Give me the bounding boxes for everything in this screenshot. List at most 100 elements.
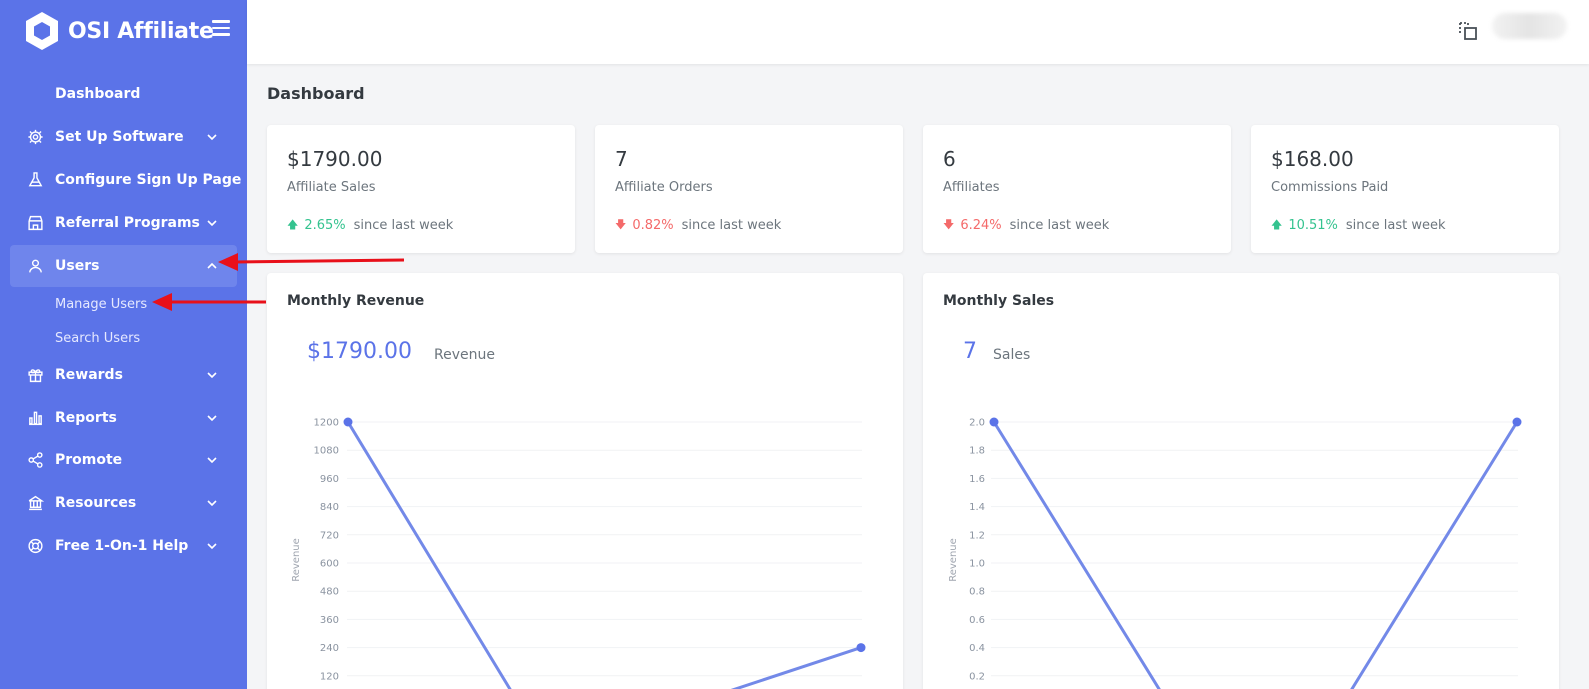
sidebar-item-set-up-software[interactable]: Set Up Software [10, 116, 237, 158]
stat-change-since: since last week [353, 218, 454, 233]
y-tick-label: 1080 [314, 446, 339, 457]
y-tick-label: 960 [320, 474, 339, 485]
hexagon-logo-icon [26, 12, 58, 50]
sidebar-item-label: Rewards [55, 367, 123, 383]
stat-card-commissions-paid: $168.00 Commissions Paid 🡅 10.51% since … [1251, 125, 1559, 253]
arrow-down-icon: 🡇 [615, 218, 627, 231]
lifebuoy-icon [27, 538, 44, 555]
stat-change: 🡅 10.51% since last week [1271, 216, 1446, 235]
chart-title: Monthly Revenue [287, 293, 425, 309]
chevron-down-icon [207, 457, 217, 464]
sidebar-item-label: Referral Programs [55, 215, 200, 231]
stat-value: $1790.00 [287, 147, 383, 171]
data-point[interactable] [343, 417, 353, 427]
series-line [346, 421, 862, 689]
gift-icon [27, 367, 44, 384]
series-line [992, 421, 1519, 689]
sidebar-item-label: Resources [55, 495, 137, 511]
y-tick-label: 0.2 [969, 671, 985, 682]
stat-card-affiliates: 6 Affiliates 🡇 6.24% since last week [923, 125, 1231, 253]
sidebar-item-label: Promote [55, 452, 123, 468]
sidebar-subitem-manage-users[interactable]: Manage Users [55, 297, 148, 312]
y-tick-label: 720 [320, 530, 339, 541]
stat-change-percent: 10.51% [1288, 218, 1338, 233]
y-tick-label: 0.6 [969, 615, 985, 626]
page-title: Dashboard [267, 84, 365, 103]
store-icon [27, 215, 44, 232]
chevron-up-icon [207, 262, 217, 269]
y-tick-label: 0.4 [969, 643, 985, 654]
monthly-revenue-card: Monthly Revenue $1790.00 Revenue 1200 108… [267, 273, 903, 689]
chart-big-value: 7 [963, 339, 977, 364]
stat-change-since: since last week [1345, 218, 1446, 233]
y-tick-label: 120 [320, 671, 339, 682]
chevron-down-icon [207, 134, 217, 141]
chevron-down-icon [207, 415, 217, 422]
stat-change-percent: 6.24% [960, 218, 1002, 233]
fullscreen-icon[interactable] [1457, 20, 1479, 42]
user-profile-menu[interactable] [1492, 13, 1567, 39]
sidebar-item-promote[interactable]: Promote [10, 439, 237, 481]
y-axis-title: Revenue [291, 538, 302, 582]
revenue-line-chart: 1200 1080 960 840 720 600 480 360 240 120 Revenue [291, 417, 866, 689]
y-tick-label: 240 [320, 643, 339, 654]
data-point[interactable] [856, 643, 866, 653]
flask-icon [27, 172, 44, 189]
stat-change-since: since last week [681, 218, 782, 233]
sidebar-item-resources[interactable]: Resources [10, 482, 237, 524]
chevron-down-icon [207, 220, 217, 227]
sidebar-item-label: Set Up Software [55, 129, 184, 145]
y-tick-label: 480 [320, 587, 339, 598]
sales-line-chart: 2.0 1.8 1.6 1.4 1.2 1.0 0.8 0.6 0.4 0.2 Revenue [948, 417, 1522, 689]
y-tick-label: 0.8 [969, 587, 985, 598]
y-tick-label: 2.0 [969, 418, 985, 429]
y-axis-title: Revenue [948, 538, 959, 582]
stat-value: $168.00 [1271, 147, 1354, 171]
chevron-down-icon [207, 500, 217, 507]
sidebar-item-label: Free 1-On-1 Help [55, 538, 189, 554]
sidebar-item-label: Users [55, 258, 100, 274]
data-point[interactable] [1512, 417, 1522, 427]
chart-big-value: $1790.00 [307, 339, 412, 364]
stat-change-percent: 0.82% [632, 218, 674, 233]
sidebar-item-referral-programs[interactable]: Referral Programs [10, 202, 237, 244]
sidebar-item-label: Configure Sign Up Page [55, 172, 242, 188]
chevron-down-icon [207, 543, 217, 550]
brand-name: OSI Affiliate [68, 18, 214, 44]
bar-chart-icon [27, 410, 44, 427]
sidebar-subitem-search-users[interactable]: Search Users [55, 331, 141, 346]
arrow-up-icon: 🡅 [1271, 218, 1283, 231]
stat-value: 7 [615, 147, 628, 171]
sidebar-item-configure-sign-up-page[interactable]: Configure Sign Up Page [10, 159, 241, 201]
bank-icon [27, 495, 44, 512]
arrow-down-icon: 🡇 [943, 218, 955, 231]
sidebar-item-users[interactable]: Users [10, 245, 237, 287]
share-icon [27, 452, 44, 469]
menu-toggle-icon[interactable] [212, 20, 230, 36]
chevron-down-icon [207, 372, 217, 379]
sidebar-item-dashboard[interactable]: Dashboard [10, 73, 237, 115]
stat-card-affiliate-orders: 7 Affiliate Orders 🡇 0.82% since last we… [595, 125, 903, 253]
stat-card-affiliate-sales: $1790.00 Affiliate Sales 🡅 2.65% since l… [267, 125, 575, 253]
y-tick-label: 1.6 [969, 474, 985, 485]
stat-value: 6 [943, 147, 956, 171]
sidebar-item-rewards[interactable]: Rewards [10, 354, 237, 396]
sidebar-item-reports[interactable]: Reports [10, 397, 237, 439]
user-icon [27, 258, 44, 275]
stat-label: Affiliates [943, 180, 1000, 195]
stat-label: Commissions Paid [1271, 180, 1389, 195]
data-point[interactable] [989, 417, 999, 427]
topbar [247, 0, 1589, 64]
stat-change-percent: 2.65% [304, 218, 346, 233]
y-tick-label: 1.4 [969, 502, 985, 513]
brand-logo-link[interactable]: OSI Affiliate [24, 11, 214, 51]
monthly-sales-card: Monthly Sales 7 Sales 2.0 1.8 1.6 1.4 1.2 1.0… [923, 273, 1559, 689]
sidebar-item-label: Reports [55, 410, 117, 426]
stat-label: Affiliate Sales [287, 180, 376, 195]
sidebar: OSI Affiliate Dashboard Set Up Software … [0, 0, 247, 689]
y-tick-label: 1.0 [969, 559, 985, 570]
sidebar-item-free-help[interactable]: Free 1-On-1 Help [10, 525, 237, 567]
y-tick-label: 600 [320, 559, 339, 570]
y-tick-label: 1200 [314, 418, 339, 429]
stat-change: 🡇 6.24% since last week [943, 216, 1109, 235]
